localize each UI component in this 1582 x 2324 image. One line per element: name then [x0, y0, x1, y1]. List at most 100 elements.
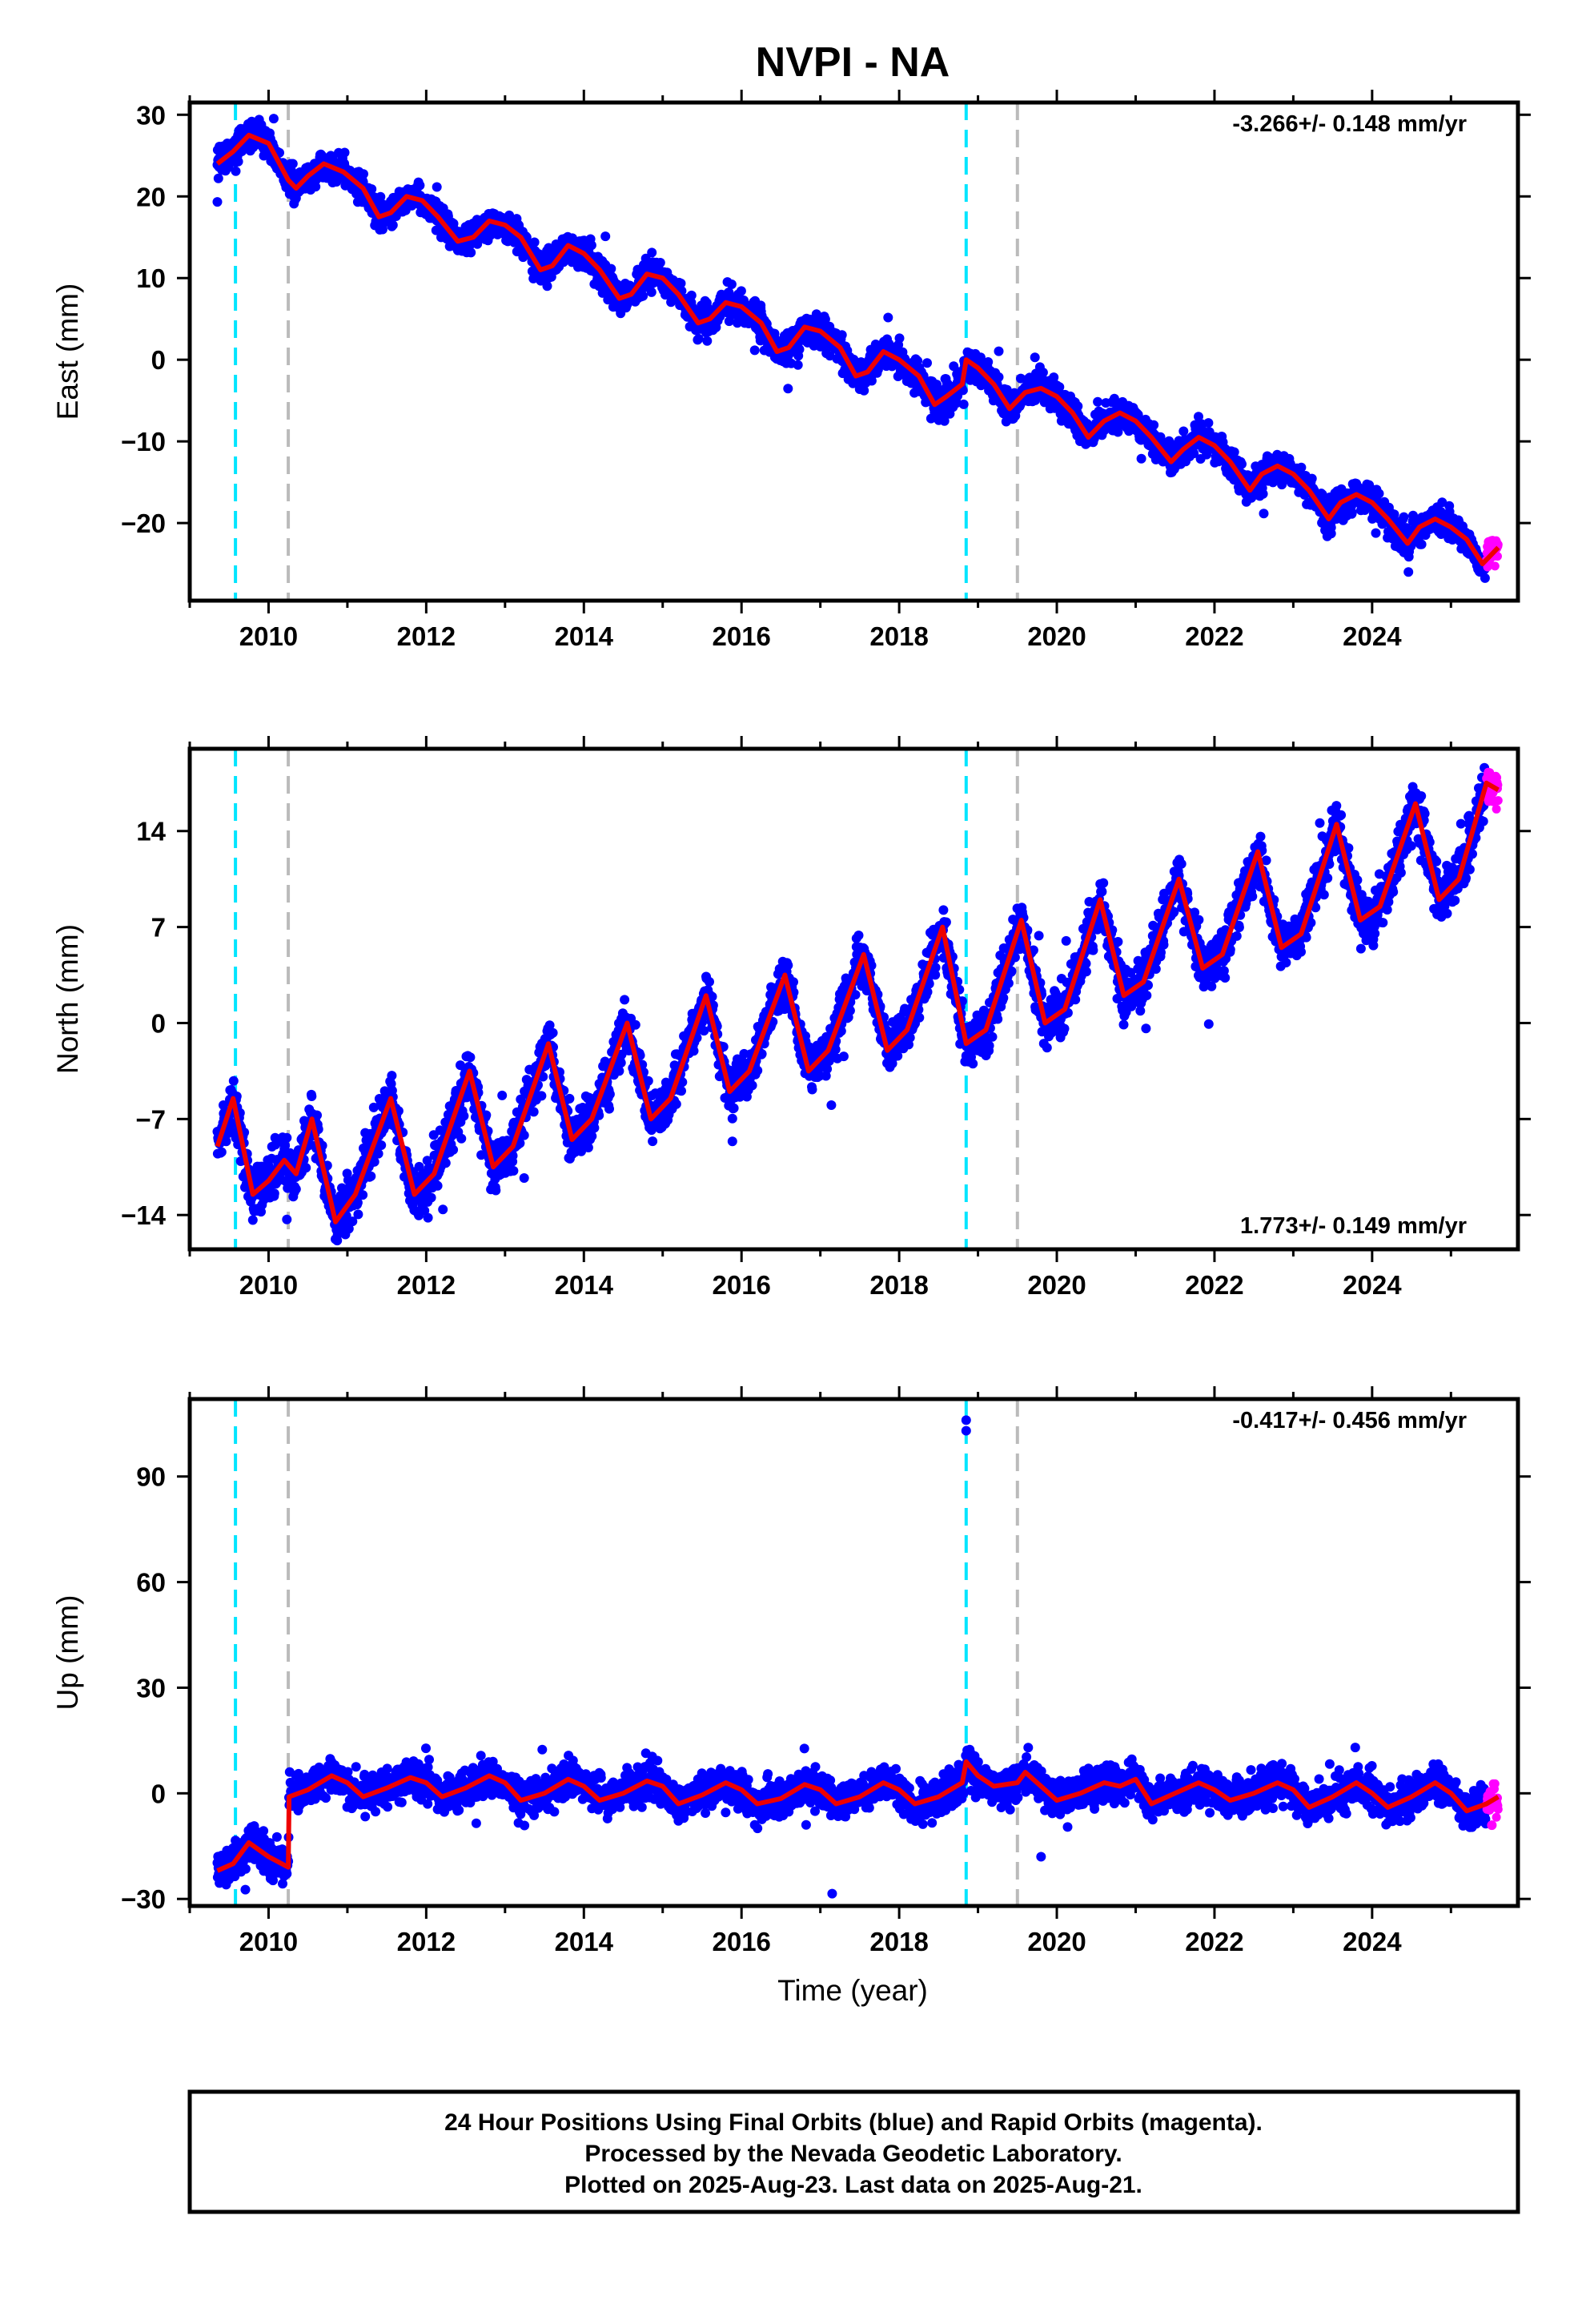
- outlier-point: [793, 360, 803, 370]
- final-point: [686, 290, 697, 300]
- final-point: [359, 169, 368, 179]
- final-point: [343, 1224, 354, 1234]
- final-point: [620, 995, 630, 1005]
- final-point: [1347, 508, 1357, 517]
- final-point: [606, 263, 616, 274]
- final-point: [594, 1110, 604, 1120]
- outlier-point: [1259, 509, 1269, 519]
- final-point: [544, 1020, 555, 1031]
- final-point: [420, 1205, 430, 1216]
- final-point: [367, 184, 377, 195]
- final-point: [794, 344, 805, 355]
- final-point: [352, 1197, 363, 1208]
- outlier-point: [438, 1204, 448, 1215]
- outlier-point: [994, 346, 1004, 356]
- final-point: [736, 286, 746, 296]
- panel-east: 2010 2012 2014 2016 2018 2020 2022 20243020100−…: [51, 90, 1531, 651]
- final-point: [648, 1136, 658, 1147]
- final-point: [448, 1144, 459, 1155]
- final-point: [369, 1156, 379, 1167]
- final-point: [311, 182, 321, 192]
- final-point: [233, 156, 243, 167]
- outlier-point: [749, 345, 760, 356]
- outlier-point: [268, 114, 279, 124]
- x-tick-label: 2012: [397, 621, 456, 651]
- final-point: [280, 1140, 291, 1151]
- final-point: [614, 1066, 624, 1076]
- final-point: [504, 210, 515, 220]
- outlier-point: [1093, 396, 1103, 407]
- final-point: [647, 247, 657, 258]
- outlier-point: [1399, 512, 1409, 522]
- final-point: [347, 1216, 358, 1227]
- outlier-point: [497, 1090, 508, 1100]
- outlier-point: [958, 399, 969, 409]
- final-point: [519, 1130, 529, 1140]
- final-point: [586, 240, 596, 251]
- final-point: [387, 220, 398, 231]
- final-point: [282, 1132, 292, 1143]
- final-point: [287, 159, 298, 169]
- final-point: [616, 1058, 626, 1068]
- final-point: [726, 279, 737, 289]
- x-tick-label: 2018: [869, 621, 928, 651]
- outlier-point: [282, 1214, 292, 1224]
- x-tick-label: 2010: [239, 621, 298, 651]
- final-point: [1203, 418, 1214, 428]
- final-point: [604, 1089, 615, 1100]
- final-point: [491, 1185, 501, 1196]
- final-point: [589, 1123, 600, 1133]
- final-point: [542, 281, 552, 292]
- rapid-point: [1493, 552, 1502, 561]
- final-point: [1416, 539, 1427, 549]
- final-point: [646, 287, 656, 297]
- outlier-point: [1136, 453, 1146, 464]
- final-point: [1002, 384, 1012, 395]
- final-point: [459, 1111, 469, 1121]
- y-tick-label: −10: [121, 427, 166, 456]
- final-point: [1437, 497, 1447, 508]
- outlier-point: [351, 1253, 360, 1263]
- final-point: [1374, 489, 1384, 499]
- final-point: [339, 147, 350, 158]
- final-point: [432, 1180, 443, 1191]
- outlier-point: [604, 1104, 614, 1114]
- final-point: [693, 333, 704, 344]
- panel-north: 2010 2012 2014 2016 2018 2020 2022 20241470−7−1…: [51, 736, 1531, 1300]
- final-point: [1307, 473, 1317, 484]
- rapid-point: [1490, 561, 1500, 571]
- final-point: [820, 314, 830, 324]
- final-point: [301, 1163, 311, 1173]
- final-point: [515, 1138, 525, 1148]
- final-point: [1480, 573, 1490, 583]
- outlier-point: [783, 384, 793, 394]
- final-point: [643, 1076, 653, 1086]
- east-points: [212, 114, 1503, 583]
- final-point: [1113, 427, 1123, 437]
- y-tick-label: 30: [136, 100, 166, 130]
- final-point: [465, 1052, 476, 1063]
- final-point: [655, 258, 665, 267]
- final-point: [894, 333, 905, 344]
- panels-group: 2010 2012 2014 2016 2018 2020 2022 20243020100−…: [51, 90, 1531, 1956]
- final-point: [368, 1102, 379, 1112]
- y-tick-label: 0: [151, 345, 166, 375]
- final-point: [228, 1076, 239, 1086]
- final-point: [422, 1156, 432, 1166]
- x-tick-label: 2016: [712, 621, 770, 651]
- north-points: [212, 762, 1503, 1263]
- outlier-point: [922, 358, 932, 368]
- final-point: [859, 385, 869, 396]
- final-point: [1178, 426, 1189, 436]
- final-point: [426, 1192, 436, 1203]
- final-point: [587, 1131, 597, 1141]
- final-point: [353, 1209, 363, 1220]
- final-point: [702, 336, 713, 346]
- final-point: [213, 173, 223, 183]
- final-point: [769, 328, 780, 339]
- outlier-point: [423, 1212, 433, 1223]
- final-point: [1258, 489, 1268, 499]
- final-point: [529, 237, 540, 247]
- final-point: [564, 1093, 575, 1104]
- final-point: [1073, 401, 1083, 412]
